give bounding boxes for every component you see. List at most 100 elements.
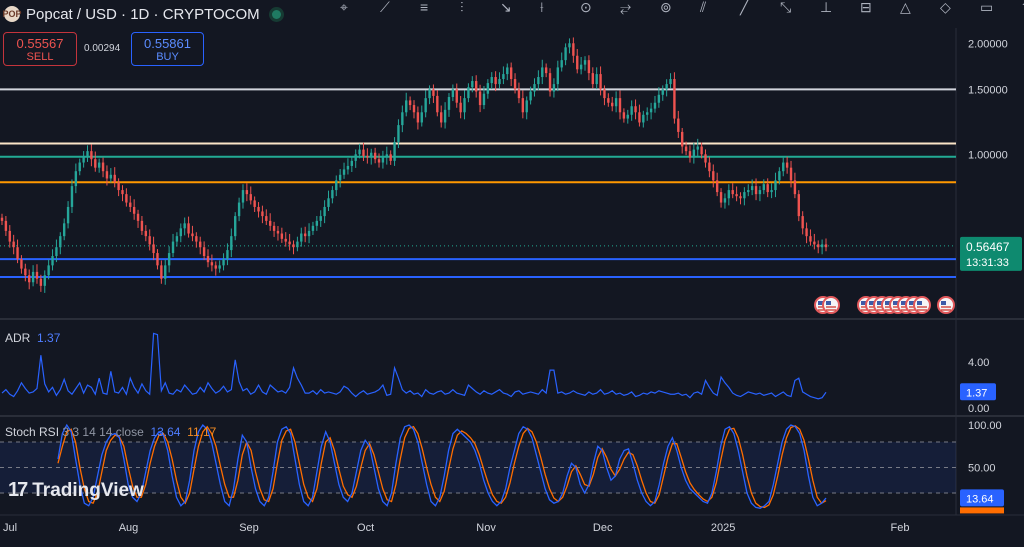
candle-body xyxy=(700,146,703,155)
candle-body xyxy=(90,151,93,160)
candle-body xyxy=(688,151,692,158)
time-axis-label: 2025 xyxy=(711,522,735,534)
candle-body xyxy=(809,236,812,242)
channel-icon[interactable]: ⫽ xyxy=(700,0,707,15)
price-tick-label: 2.00000 xyxy=(968,38,1008,50)
candle-body xyxy=(805,228,808,237)
candle-body xyxy=(560,60,563,68)
candle-body xyxy=(778,171,781,181)
stoch-rsi-panel: 100.00 50.00 13.64 xyxy=(0,420,1004,514)
candle-body xyxy=(603,89,606,99)
candle-body xyxy=(28,275,31,283)
candle-body xyxy=(785,162,789,168)
fib-icon[interactable]: ≡ xyxy=(420,0,429,15)
candle-body xyxy=(31,271,35,283)
triangle-icon[interactable]: △ xyxy=(900,0,911,15)
time-axis-label: Feb xyxy=(891,522,910,534)
candle-body xyxy=(292,244,295,248)
candle-body xyxy=(743,192,746,199)
candle-body xyxy=(490,77,493,84)
candle-body xyxy=(665,84,668,90)
candle-body xyxy=(78,162,81,172)
candle-body xyxy=(568,43,571,48)
candle-body xyxy=(428,89,431,99)
arrow-icon[interactable]: ⇧ xyxy=(1020,0,1024,14)
candle-body xyxy=(261,211,264,217)
candle-body xyxy=(564,47,567,61)
candle-body xyxy=(237,202,241,217)
candle-body xyxy=(16,247,19,260)
candle-body xyxy=(202,247,206,257)
time-axis-label: Nov xyxy=(476,522,496,534)
candle-body xyxy=(638,112,641,123)
magnet-icon[interactable]: ◇ xyxy=(940,0,951,15)
stoch-d-line xyxy=(57,425,827,509)
brush-icon[interactable]: ⫶ xyxy=(460,0,464,15)
candle-body xyxy=(509,67,513,80)
symbol-header[interactable]: POP Popcat / USD · 1D · CRYPTOCOM xyxy=(3,3,281,25)
candle-body xyxy=(39,278,43,286)
cycle-icon[interactable]: ⊚ xyxy=(660,0,672,15)
candle-body xyxy=(712,171,715,181)
measure-icon[interactable]: ⟊ xyxy=(540,0,544,15)
candle-body xyxy=(626,114,629,119)
candle-body xyxy=(43,275,46,286)
candle-body xyxy=(572,43,575,56)
candle-body xyxy=(789,167,793,181)
stoch-rsi-legend[interactable]: Stoch RSI 3 3 14 14 close 13.64 11.17 xyxy=(5,425,216,439)
candle-body xyxy=(315,220,319,226)
date-range-icon[interactable]: ⊟ xyxy=(860,0,872,15)
candle-body xyxy=(171,241,175,254)
price-tick-label: 1.00000 xyxy=(968,149,1008,161)
candle-body xyxy=(70,186,74,207)
candle-body xyxy=(66,206,70,224)
projection-icon[interactable]: ⊙ xyxy=(580,0,592,15)
candle-body xyxy=(642,114,645,123)
candle-body xyxy=(210,262,214,266)
candle-body xyxy=(62,223,66,237)
candle-body xyxy=(513,79,517,90)
candle-body xyxy=(268,220,272,226)
candle-body xyxy=(206,256,210,263)
candle-body xyxy=(358,149,361,155)
extended-line-icon[interactable]: ⤡ xyxy=(780,0,792,15)
candle-body xyxy=(750,186,754,191)
candle-body xyxy=(144,230,148,237)
candle-body xyxy=(148,236,151,245)
candle-body xyxy=(373,152,377,160)
top-bar: POP Popcat / USD · 1D · CRYPTOCOM ⌖ ⟋ ≡ ⫶ ↘ ⟊… xyxy=(0,0,1024,28)
candle-body xyxy=(199,241,202,248)
candle-body xyxy=(117,182,120,191)
candle-body xyxy=(401,112,404,126)
candle-body xyxy=(747,190,750,193)
sell-button[interactable]: 0.55567 SELL xyxy=(3,32,77,66)
buy-button[interactable]: 0.55861 BUY xyxy=(131,32,204,66)
candle-body xyxy=(241,190,245,203)
popcat-logo-icon: POP xyxy=(3,6,22,22)
pattern-icon[interactable]: ⥂ xyxy=(620,0,632,15)
cursor-icon[interactable]: ⌖ xyxy=(340,0,348,15)
adr-tick-label: 4.00 xyxy=(968,357,989,369)
trend-line-icon[interactable]: ⟋ xyxy=(380,0,390,15)
time-axis-label: Sep xyxy=(239,522,259,534)
candle-body xyxy=(739,196,742,199)
candle-body xyxy=(214,265,217,269)
vertical-line-icon[interactable]: ⊥ xyxy=(820,0,833,15)
candle-body xyxy=(160,265,163,279)
ray-icon[interactable]: ╱ xyxy=(740,0,749,15)
adr-legend[interactable]: ADR 1.37 xyxy=(5,331,60,345)
stoch-tick-label: 100.00 xyxy=(968,420,1002,432)
symbol-title[interactable]: Popcat / USD · 1D · CRYPTOCOM xyxy=(26,5,260,23)
candle-body xyxy=(331,190,334,199)
candle-body xyxy=(323,206,326,217)
shape-icon[interactable]: ▭ xyxy=(980,0,994,15)
stoch-rsi-label: Stoch RSI xyxy=(5,425,60,439)
candle-body xyxy=(187,223,190,234)
candle-body xyxy=(164,265,167,279)
text-icon[interactable]: ↘ xyxy=(500,0,512,15)
candle-body xyxy=(109,174,113,179)
flag-canton xyxy=(893,301,898,305)
buy-price: 0.55861 xyxy=(144,36,191,51)
adr-label: ADR xyxy=(5,331,31,345)
